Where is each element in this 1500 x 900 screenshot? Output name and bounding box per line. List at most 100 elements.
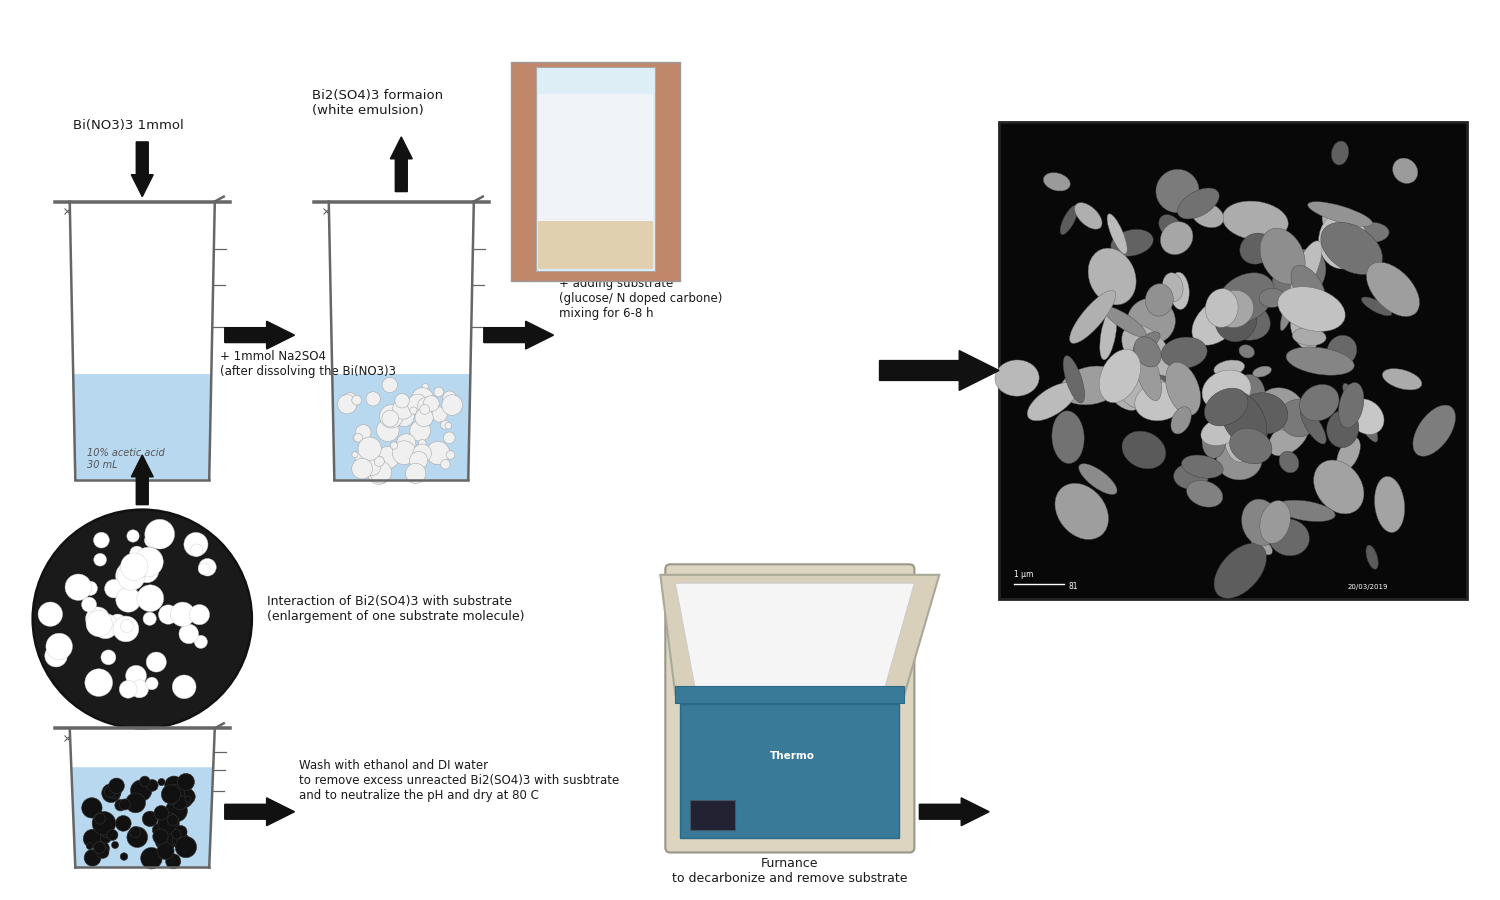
Circle shape <box>126 793 146 813</box>
Circle shape <box>198 562 210 575</box>
FancyArrow shape <box>920 797 988 825</box>
Ellipse shape <box>1166 362 1200 416</box>
Circle shape <box>376 418 399 442</box>
Circle shape <box>171 785 194 808</box>
Ellipse shape <box>1100 349 1140 402</box>
Text: Bi(NO3)3 1mmol: Bi(NO3)3 1mmol <box>72 119 183 132</box>
Circle shape <box>189 605 210 625</box>
Ellipse shape <box>1374 476 1404 533</box>
Ellipse shape <box>1348 399 1384 435</box>
Ellipse shape <box>1088 248 1136 305</box>
Circle shape <box>368 461 392 484</box>
Ellipse shape <box>1214 544 1266 599</box>
FancyBboxPatch shape <box>690 800 735 830</box>
Circle shape <box>410 420 430 441</box>
Circle shape <box>442 391 456 405</box>
Text: Thermo: Thermo <box>770 751 814 760</box>
Ellipse shape <box>1240 392 1288 434</box>
Circle shape <box>374 456 384 466</box>
Circle shape <box>172 832 189 849</box>
Circle shape <box>120 619 134 633</box>
Circle shape <box>171 830 182 839</box>
Circle shape <box>416 409 434 427</box>
Circle shape <box>146 652 166 672</box>
Ellipse shape <box>994 360 1039 396</box>
Circle shape <box>441 420 450 429</box>
Circle shape <box>120 553 148 580</box>
Ellipse shape <box>1028 382 1077 420</box>
Circle shape <box>159 605 178 625</box>
Circle shape <box>158 842 174 860</box>
FancyBboxPatch shape <box>538 221 654 269</box>
Ellipse shape <box>1240 233 1274 265</box>
Ellipse shape <box>1413 405 1455 456</box>
Ellipse shape <box>1100 309 1118 360</box>
Circle shape <box>160 845 170 854</box>
Circle shape <box>184 533 209 556</box>
Ellipse shape <box>1134 343 1161 400</box>
Circle shape <box>363 458 381 475</box>
Circle shape <box>405 464 426 483</box>
Circle shape <box>120 853 128 860</box>
Circle shape <box>172 675 196 698</box>
Ellipse shape <box>1161 338 1208 368</box>
Circle shape <box>111 842 118 849</box>
Ellipse shape <box>1292 241 1322 298</box>
Text: Bi2(SO4)3 formaion
(white emulsion): Bi2(SO4)3 formaion (white emulsion) <box>312 89 442 117</box>
Ellipse shape <box>1110 385 1138 410</box>
Circle shape <box>100 824 112 838</box>
Ellipse shape <box>1216 273 1275 323</box>
Ellipse shape <box>1239 345 1254 358</box>
Ellipse shape <box>1302 275 1318 305</box>
Polygon shape <box>72 767 213 868</box>
Ellipse shape <box>1332 141 1348 165</box>
Circle shape <box>93 842 105 853</box>
Circle shape <box>356 425 370 440</box>
Circle shape <box>164 824 177 837</box>
Circle shape <box>146 519 174 549</box>
Circle shape <box>82 581 98 596</box>
Ellipse shape <box>1269 419 1308 456</box>
Circle shape <box>423 396 439 411</box>
Ellipse shape <box>1060 205 1078 235</box>
Ellipse shape <box>1362 297 1392 316</box>
Ellipse shape <box>1202 417 1242 446</box>
Ellipse shape <box>1293 328 1326 346</box>
Circle shape <box>352 434 360 442</box>
Circle shape <box>108 614 128 633</box>
Circle shape <box>146 677 158 689</box>
Ellipse shape <box>1191 202 1224 228</box>
Circle shape <box>144 533 159 547</box>
Circle shape <box>136 585 164 612</box>
Ellipse shape <box>1218 299 1270 340</box>
Circle shape <box>134 547 164 577</box>
Ellipse shape <box>1160 214 1182 238</box>
Circle shape <box>390 442 398 449</box>
Circle shape <box>393 399 414 419</box>
Circle shape <box>342 392 358 409</box>
Ellipse shape <box>1112 230 1154 256</box>
Ellipse shape <box>1215 290 1254 328</box>
Circle shape <box>120 799 130 810</box>
Circle shape <box>184 796 190 802</box>
Circle shape <box>116 588 141 612</box>
Ellipse shape <box>1336 437 1360 472</box>
Ellipse shape <box>1074 202 1102 230</box>
Circle shape <box>92 812 116 835</box>
Circle shape <box>106 784 122 798</box>
Circle shape <box>370 462 392 483</box>
Circle shape <box>351 458 372 479</box>
Circle shape <box>432 407 447 422</box>
Circle shape <box>376 446 399 469</box>
Polygon shape <box>675 583 915 688</box>
Circle shape <box>429 447 445 464</box>
Circle shape <box>444 432 454 444</box>
Circle shape <box>168 796 177 805</box>
Circle shape <box>46 634 72 660</box>
Circle shape <box>108 778 124 794</box>
Ellipse shape <box>1272 249 1326 305</box>
Text: 81: 81 <box>1070 582 1078 591</box>
Ellipse shape <box>1258 388 1305 430</box>
Ellipse shape <box>1134 337 1161 367</box>
Circle shape <box>140 776 150 787</box>
